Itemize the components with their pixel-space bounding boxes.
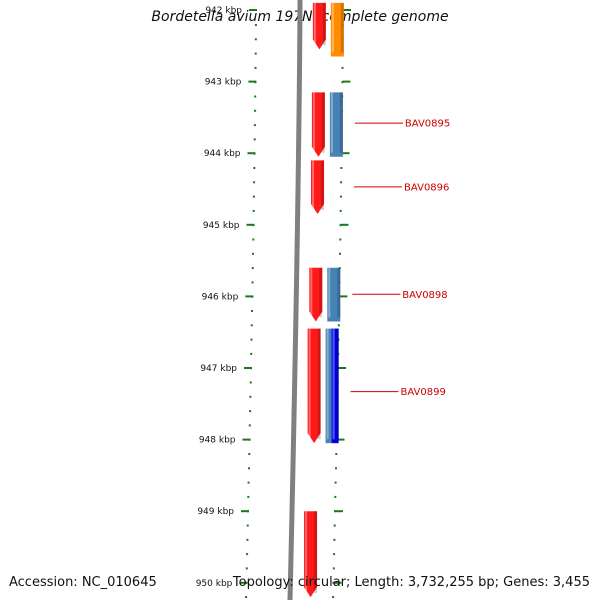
guide-dot-left bbox=[249, 395, 252, 398]
scale-tick: 944 kbp bbox=[204, 149, 350, 159]
guide-dot-left bbox=[253, 124, 256, 127]
guide-dot-right bbox=[340, 167, 343, 169]
guide-dot-left bbox=[252, 195, 255, 198]
guide-dot-left bbox=[253, 138, 256, 141]
guide-dot-left bbox=[254, 66, 257, 69]
scale-tick: 942 kbp bbox=[205, 6, 351, 16]
guide-dot-right bbox=[339, 195, 342, 198]
guide-dot-right bbox=[335, 467, 337, 470]
gene-feature bbox=[307, 328, 321, 444]
gene-feature bbox=[312, 2, 326, 50]
scale-tick: 946 kbp bbox=[202, 292, 348, 302]
guide-dot-left bbox=[248, 467, 250, 470]
scale-tick-label: 944 kbp bbox=[204, 149, 241, 159]
guide-dot-left bbox=[246, 538, 249, 541]
scale-tick: 950 kbp bbox=[196, 579, 342, 589]
guide-dot-right bbox=[333, 538, 336, 541]
scale-tick: 943 kbp bbox=[205, 78, 351, 88]
gene-label-text[interactable]: BAV0899 bbox=[400, 387, 445, 398]
guide-dot-right bbox=[333, 553, 336, 556]
scale-tick: 945 kbp bbox=[203, 221, 349, 231]
guide-dot-right bbox=[337, 324, 340, 327]
guide-dot-right bbox=[334, 481, 337, 484]
guide-dot-left bbox=[253, 181, 256, 184]
guide-dot-right bbox=[332, 596, 335, 598]
guide-dot-left bbox=[247, 495, 250, 498]
gene-feature bbox=[311, 160, 325, 215]
guide-dot-right bbox=[339, 252, 341, 255]
scale-tick-label: 943 kbp bbox=[205, 78, 242, 88]
gene-feature bbox=[327, 267, 341, 322]
guide-dot-left bbox=[250, 338, 253, 341]
gene-feature bbox=[311, 92, 325, 157]
guide-dot-left bbox=[251, 281, 254, 284]
gene-labels: BAV0895 BAV0896 BAV0898 BAV0899 bbox=[350, 119, 450, 398]
guide-dot-left bbox=[246, 524, 249, 527]
guide-dot-right bbox=[333, 524, 336, 527]
guide-dot-left bbox=[254, 52, 257, 55]
guide-dot-right bbox=[341, 66, 344, 69]
guide-dot-left bbox=[250, 324, 253, 327]
guide-dot-left bbox=[251, 267, 254, 270]
scale-tick: 949 kbp bbox=[197, 507, 343, 517]
guide-dot-left bbox=[248, 424, 251, 427]
scale-ticks: 942 kbp 943 kbp 944 kbp 945 kbp 946 kbp 947 k… bbox=[196, 6, 351, 589]
guide-dot-left bbox=[254, 95, 257, 98]
guide-dot-left bbox=[249, 381, 252, 384]
guide-dot-left bbox=[252, 209, 255, 212]
scale-tick-label: 945 kbp bbox=[203, 221, 240, 231]
gene-label-text[interactable]: BAV0898 bbox=[402, 290, 447, 301]
guide-dot-left bbox=[252, 252, 254, 255]
gene-feature bbox=[331, 328, 339, 444]
gene-label[interactable]: BAV0898 bbox=[352, 290, 448, 301]
guide-dot-left bbox=[254, 38, 257, 41]
guide-dot-right bbox=[332, 567, 335, 570]
guide-dot-right bbox=[339, 238, 342, 241]
gene-label-text[interactable]: BAV0895 bbox=[405, 119, 450, 130]
scale-tick-label: 948 kbp bbox=[199, 436, 236, 446]
scale-tick: 947 kbp bbox=[200, 364, 346, 374]
guide-dot-left bbox=[250, 352, 253, 355]
scale-tick: 948 kbp bbox=[199, 436, 345, 446]
guide-dot-left bbox=[247, 481, 250, 484]
guide-dot-right bbox=[334, 495, 337, 498]
guide-dot-right bbox=[340, 181, 343, 184]
gene-feature bbox=[309, 267, 323, 322]
guide-dot-left bbox=[248, 453, 251, 455]
gene-features bbox=[304, 2, 344, 598]
guide-dot-left bbox=[245, 596, 248, 598]
gene-feature bbox=[329, 92, 343, 157]
guide-dot-left bbox=[245, 567, 248, 570]
scale-tick-label: 947 kbp bbox=[200, 364, 237, 374]
accession-text: Accession: NC_010645 bbox=[9, 575, 157, 590]
guide-dot-left bbox=[246, 553, 249, 556]
gene-label-text[interactable]: BAV0896 bbox=[404, 182, 449, 193]
guide-dot-left bbox=[251, 310, 253, 312]
scale-tick-label: 950 kbp bbox=[196, 579, 233, 589]
guide-dot-left bbox=[252, 238, 255, 241]
genome-summary-text: Topology: circular; Length: 3,732,255 bp… bbox=[232, 575, 590, 590]
scale-tick-label: 942 kbp bbox=[205, 6, 242, 16]
gene-label[interactable]: BAV0899 bbox=[350, 387, 446, 398]
guide-dot-left bbox=[254, 109, 257, 112]
guide-dot-right bbox=[339, 209, 342, 212]
gene-feature bbox=[330, 2, 344, 57]
guide-dot-left bbox=[253, 167, 256, 169]
scale-tick-label: 946 kbp bbox=[202, 292, 239, 302]
scale-tick-label: 949 kbp bbox=[197, 507, 234, 517]
gene-label[interactable]: BAV0895 bbox=[354, 119, 450, 130]
genome-backbone bbox=[287, 0, 303, 600]
guide-dot-left bbox=[254, 24, 257, 26]
gene-label[interactable]: BAV0896 bbox=[354, 182, 449, 193]
guide-dot-right bbox=[335, 453, 338, 455]
gene-feature bbox=[304, 511, 318, 598]
guide-dot-left bbox=[249, 410, 252, 413]
